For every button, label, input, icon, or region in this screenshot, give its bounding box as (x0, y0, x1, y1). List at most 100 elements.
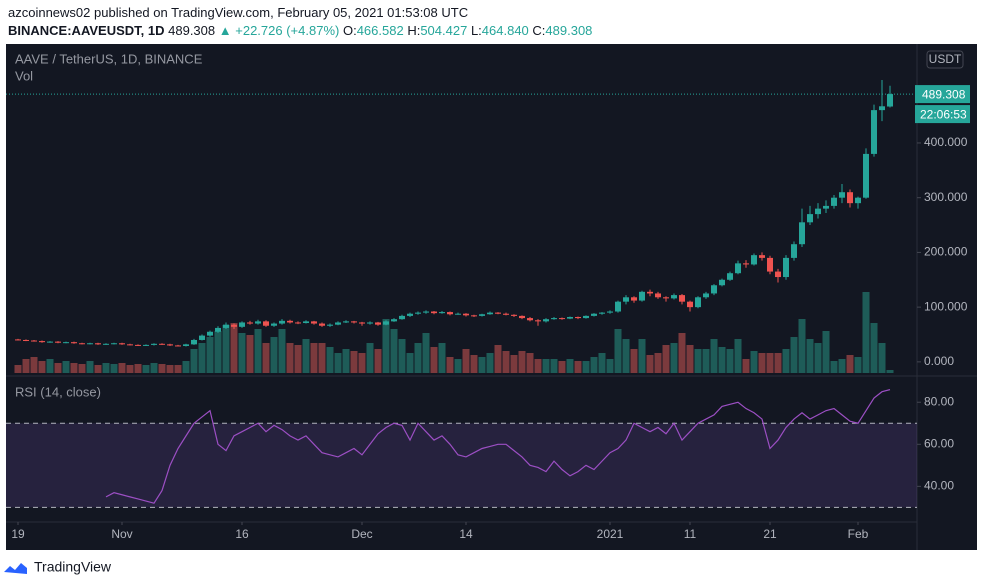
value: 504.427 (420, 23, 468, 38)
x-tick-label: 11 (684, 527, 697, 541)
volume-bar (734, 339, 742, 373)
candle-body (679, 295, 685, 302)
volume-bar (422, 333, 430, 373)
candle-body (119, 343, 125, 345)
rsi-band (6, 423, 917, 508)
volume-bar (134, 364, 142, 373)
volume-bar (230, 323, 238, 373)
volume-bar (30, 357, 38, 373)
candle-body (871, 110, 877, 154)
candle-body (727, 273, 733, 280)
countdown: 22:06:53 (920, 107, 967, 121)
volume-bar (150, 363, 158, 373)
volume-bar (702, 349, 710, 373)
candle-body (87, 343, 93, 345)
volume-bar (142, 365, 150, 373)
logo: TradingView (4, 559, 112, 575)
candle-body (39, 341, 45, 343)
volume-bar (86, 361, 94, 373)
volume-bar (286, 343, 294, 373)
candle-body (559, 318, 565, 320)
volume-bar (78, 364, 86, 373)
candle-body (687, 301, 693, 308)
volume-bar (814, 343, 822, 373)
candle-body (575, 316, 581, 319)
volume-bar (846, 355, 854, 373)
label: H: (407, 23, 421, 38)
candle-body (671, 295, 677, 299)
pane-title: AAVE / TetherUS, 1D, BINANCE (15, 51, 203, 66)
candle-body (95, 343, 101, 345)
volume-bar (662, 345, 670, 373)
currency-box[interactable] (926, 50, 964, 69)
volume-bar (510, 355, 518, 373)
volume-bar (582, 361, 590, 373)
volume-bar (670, 343, 678, 373)
volume-bar (102, 363, 110, 373)
candle-body (183, 344, 189, 346)
label: C: (532, 23, 546, 38)
volume-bar (406, 353, 414, 373)
header: azcoinnews02 published on TradingView.co… (8, 4, 592, 40)
last-price-box (915, 85, 970, 104)
x-tick-label: 2021 (597, 527, 624, 541)
candle-body (151, 343, 157, 345)
candle-body (487, 312, 493, 315)
candle-body (375, 322, 381, 325)
candle-body (343, 321, 349, 323)
volume-bar (774, 353, 782, 373)
y-tick-label: 60.00 (924, 436, 954, 450)
candle-body (479, 314, 485, 316)
volume-bar (238, 333, 246, 373)
change: +22.726 (+4.87%) (235, 23, 340, 38)
candle-body (863, 153, 869, 198)
x-tick-label: Dec (351, 527, 372, 541)
volume-bar (38, 361, 46, 373)
candle-body (719, 279, 725, 286)
candle-body (751, 255, 757, 265)
candle-body (543, 319, 549, 322)
candle-body (455, 313, 461, 315)
candle-body (159, 343, 165, 345)
volume-bar (630, 349, 638, 373)
arrow: ▲ (218, 23, 232, 38)
last: 489.308 (168, 23, 216, 38)
publisher: azcoinnews02 published on TradingView.co… (8, 5, 469, 20)
rsi-title: RSI (14, close) (15, 384, 101, 399)
symbol: BINANCE:AAVEUSDT, 1D (8, 23, 165, 38)
y-tick-label: 400.000 (924, 135, 968, 149)
candle-body (327, 324, 333, 326)
volume-bar (886, 370, 894, 373)
candle-body (391, 319, 397, 322)
candle-body (783, 257, 789, 278)
volume-bar (678, 333, 686, 373)
volume-bar (110, 364, 118, 373)
volume-bar (326, 347, 334, 373)
volume-bar (270, 337, 278, 373)
volume-bar (182, 361, 190, 373)
candle-body (31, 340, 37, 342)
volume-bar (750, 351, 758, 373)
volume-bar (606, 359, 614, 373)
candle-body (663, 297, 669, 299)
volume-bar (686, 345, 694, 373)
candle-body (615, 301, 621, 312)
candle-body (167, 344, 173, 346)
candle-body (855, 197, 861, 204)
candle-body (847, 192, 853, 204)
candle-body (695, 297, 701, 308)
volume-bar (454, 359, 462, 373)
candle-body (135, 344, 141, 346)
x-tick-label: 14 (459, 527, 473, 541)
candle-body (647, 291, 653, 294)
candle-body (47, 341, 53, 343)
volume-bar (870, 323, 878, 373)
y-tick-label: 100.000 (924, 299, 968, 313)
candle-body (447, 312, 453, 315)
candle-body (519, 315, 525, 319)
candle-body (367, 322, 373, 324)
candle-body (607, 311, 613, 313)
candle-body (215, 327, 221, 332)
volume-bar (22, 359, 30, 373)
candle-body (791, 244, 797, 258)
